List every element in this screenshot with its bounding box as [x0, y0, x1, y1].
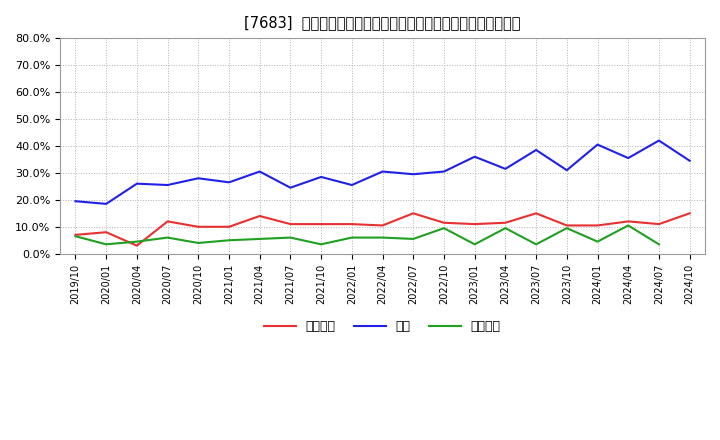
在庫	[593, 142, 602, 147]
買入債務	[654, 242, 663, 247]
買入債務	[470, 242, 479, 247]
売上債権	[225, 224, 233, 229]
在庫	[286, 185, 294, 191]
買入債務	[194, 240, 202, 246]
買入債務	[286, 235, 294, 240]
買入債務	[593, 239, 602, 244]
在庫	[71, 198, 80, 204]
在庫	[225, 180, 233, 185]
在庫	[685, 158, 694, 163]
Legend: 売上債権, 在庫, 買入債務: 売上債権, 在庫, 買入債務	[259, 315, 505, 338]
Title: [7683]  売上債権、在庫、買入債務の総資産に対する比率の推移: [7683] 売上債権、在庫、買入債務の総資産に対する比率の推移	[244, 15, 521, 30]
売上債権	[532, 211, 541, 216]
在庫	[378, 169, 387, 174]
買入債務	[501, 226, 510, 231]
売上債権	[71, 232, 80, 238]
買入債務	[225, 238, 233, 243]
Line: 在庫: 在庫	[76, 140, 690, 204]
在庫	[562, 168, 571, 173]
買入債務	[102, 242, 110, 247]
買入債務	[624, 223, 633, 228]
在庫	[256, 169, 264, 174]
買入債務	[440, 226, 449, 231]
買入債務	[317, 242, 325, 247]
売上債権	[654, 221, 663, 227]
在庫	[132, 181, 141, 186]
売上債権	[194, 224, 202, 229]
売上債権	[378, 223, 387, 228]
在庫	[409, 172, 418, 177]
売上債権	[685, 211, 694, 216]
在庫	[163, 182, 172, 187]
売上債権	[286, 221, 294, 227]
売上債権	[317, 221, 325, 227]
買入債務	[132, 239, 141, 244]
在庫	[102, 201, 110, 206]
買入債務	[256, 236, 264, 242]
在庫	[624, 155, 633, 161]
在庫	[501, 166, 510, 172]
売上債権	[470, 221, 479, 227]
売上債権	[163, 219, 172, 224]
売上債権	[501, 220, 510, 225]
在庫	[317, 174, 325, 180]
Line: 売上債権: 売上債権	[76, 213, 690, 246]
売上債権	[102, 230, 110, 235]
在庫	[654, 138, 663, 143]
Line: 買入債務: 買入債務	[76, 225, 659, 244]
売上債権	[593, 223, 602, 228]
売上債権	[562, 223, 571, 228]
売上債権	[348, 221, 356, 227]
買入債務	[348, 235, 356, 240]
買入債務	[532, 242, 541, 247]
買入債務	[163, 235, 172, 240]
売上債権	[409, 211, 418, 216]
在庫	[194, 176, 202, 181]
売上債権	[440, 220, 449, 225]
在庫	[440, 169, 449, 174]
売上債権	[624, 219, 633, 224]
売上債権	[132, 243, 141, 248]
在庫	[532, 147, 541, 153]
買入債務	[71, 234, 80, 239]
在庫	[470, 154, 479, 159]
買入債務	[562, 226, 571, 231]
在庫	[348, 182, 356, 187]
買入債務	[378, 235, 387, 240]
買入債務	[409, 236, 418, 242]
売上債権	[256, 213, 264, 219]
